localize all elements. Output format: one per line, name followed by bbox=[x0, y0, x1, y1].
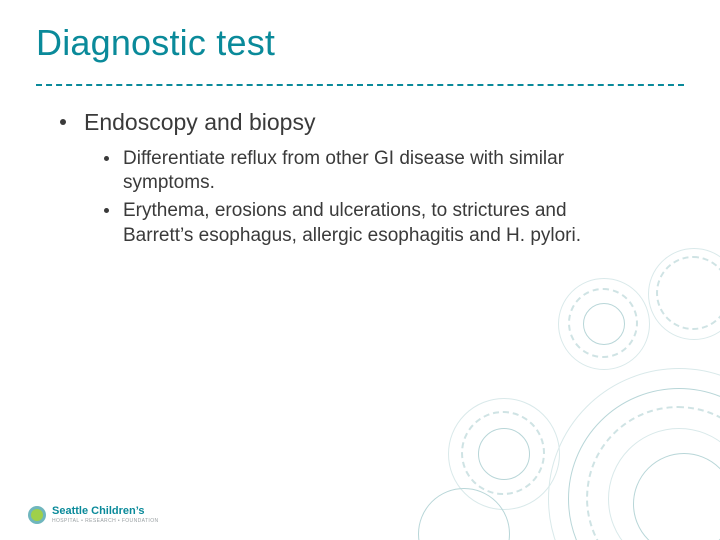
swirl-ring-icon bbox=[583, 303, 625, 345]
logo-mark-inner-icon bbox=[31, 509, 43, 521]
bullet-dot-icon bbox=[60, 119, 66, 125]
bullet-dot-icon bbox=[104, 156, 109, 161]
sub-bullet-list: Differentiate reflux from other GI disea… bbox=[104, 147, 620, 248]
bullet-level1: Endoscopy and biopsy bbox=[60, 108, 620, 137]
bullet-level2: Erythema, erosions and ulcerations, to s… bbox=[104, 199, 620, 248]
logo-mark-icon bbox=[28, 506, 46, 524]
bullet-level2: Differentiate reflux from other GI disea… bbox=[104, 147, 620, 196]
title-divider bbox=[36, 84, 684, 86]
content-area: Endoscopy and biopsy Differentiate reflu… bbox=[60, 108, 620, 252]
footer-logo: Seattle Children’s HOSPITAL • RESEARCH •… bbox=[28, 506, 159, 524]
logo-name: Seattle Children’s bbox=[52, 506, 159, 517]
logo-subtitle: HOSPITAL • RESEARCH • FOUNDATION bbox=[52, 518, 159, 524]
bullet-text: Erythema, erosions and ulcerations, to s… bbox=[123, 199, 593, 248]
bullet-dot-icon bbox=[104, 208, 109, 213]
bullet-text: Endoscopy and biopsy bbox=[84, 108, 315, 137]
bullet-text: Differentiate reflux from other GI disea… bbox=[123, 147, 593, 196]
slide-title: Diagnostic test bbox=[36, 22, 275, 64]
swirl-ring-icon bbox=[478, 428, 530, 480]
slide: Diagnostic test Endoscopy and biopsy Dif… bbox=[0, 0, 720, 540]
logo-text-group: Seattle Children’s HOSPITAL • RESEARCH •… bbox=[52, 506, 159, 524]
swirl-ring-dash-icon bbox=[656, 256, 720, 330]
